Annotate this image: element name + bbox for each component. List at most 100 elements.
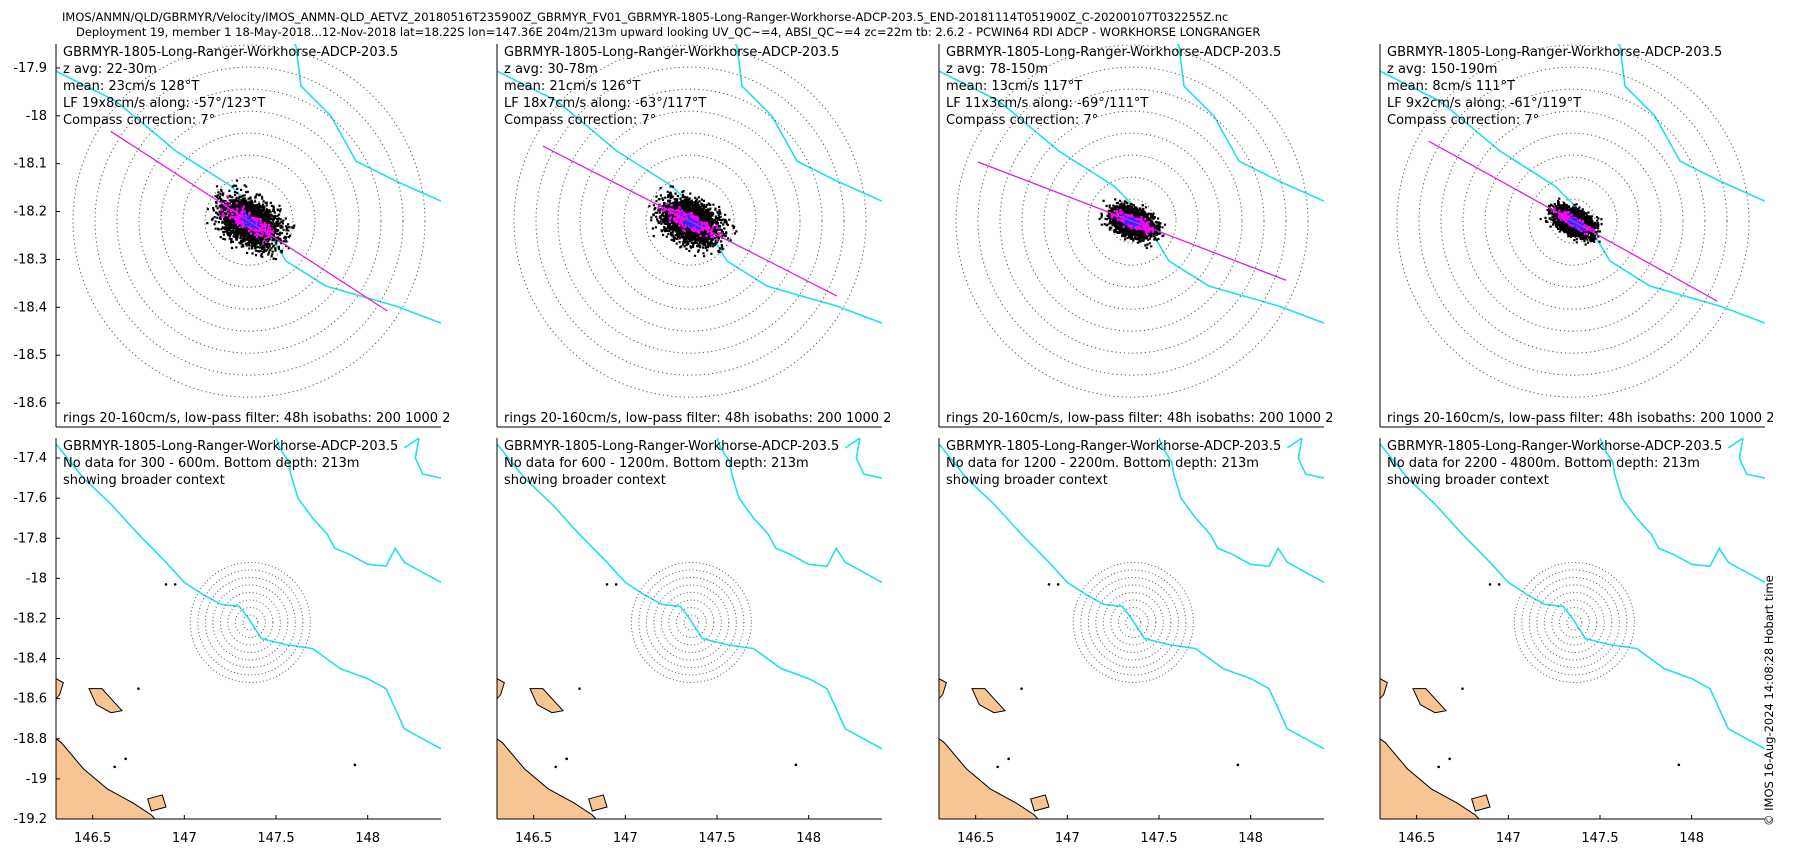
isobath-1000m xyxy=(716,438,882,584)
reef-dot xyxy=(164,583,168,586)
context-ring-160 xyxy=(1513,561,1635,683)
top-y-tick-label: -18.5 xyxy=(13,348,47,363)
reef-dot xyxy=(1448,757,1451,761)
island-magnetic xyxy=(588,794,608,812)
context-ring-140 xyxy=(638,569,745,676)
stats-line-1: z avg: 30-78m xyxy=(504,62,598,77)
x-tick-label: 148 xyxy=(1679,831,1704,846)
x-tick-label: 147.5 xyxy=(1581,831,1618,846)
speed-ring-100 xyxy=(1021,110,1243,332)
speed-ring-20 xyxy=(1109,198,1155,244)
bottom-plot-area xyxy=(1380,438,1765,819)
instrument-label: GBRMYR-1805-Long-Ranger-Workhorse-ADCP-2… xyxy=(63,45,398,60)
reef-dot xyxy=(1677,763,1681,767)
context-ring-40 xyxy=(1558,606,1590,638)
top-y-tick-label: -18.3 xyxy=(13,252,47,267)
context-ring-160 xyxy=(630,561,752,683)
context-ring-120 xyxy=(645,576,737,668)
context-line-1: No data for 300 - 600m. Bottom depth: 21… xyxy=(63,456,359,471)
bottom-panel-3: 146.5 147 147.5 148 GBRMYR-1805-Long-Ranger-… xyxy=(938,438,1324,846)
context-ring-20 xyxy=(1125,614,1142,631)
speed-ring-120 xyxy=(1440,88,1706,354)
instrument-label: GBRMYR-1805-Long-Ranger-Workhorse-ADCP-2… xyxy=(1387,439,1722,454)
isobath-1000m xyxy=(275,438,441,584)
x-tick-label: 147.5 xyxy=(257,831,294,846)
panels-group: GBRMYR-1805-Long-Ranger-Workhorse-ADCP-2… xyxy=(13,44,1773,846)
top-plot-area xyxy=(56,44,441,398)
context-ring-60 xyxy=(1110,599,1157,646)
instrument-label: GBRMYR-1805-Long-Ranger-Workhorse-ADCP-2… xyxy=(63,439,398,454)
top-panel-4: GBRMYR-1805-Long-Ranger-Workhorse-ADCP-2… xyxy=(1379,44,1773,428)
top-y-tick-label: -18.4 xyxy=(13,300,47,315)
speed-ring-120 xyxy=(116,88,382,354)
stats-line-3: LF 11x3cm/s along: -69°/111°T xyxy=(946,96,1148,111)
stats-line-1: z avg: 22-30m xyxy=(63,62,157,77)
instrument-label: GBRMYR-1805-Long-Ranger-Workhorse-ADCP-2… xyxy=(504,439,839,454)
x-tick-label: 146.5 xyxy=(957,831,994,846)
island-magnetic xyxy=(1030,794,1050,812)
x-tick-label: 147 xyxy=(1055,831,1080,846)
bottom-y-tick-label: -17.8 xyxy=(13,531,47,546)
isobath-200m xyxy=(56,443,441,750)
top-y-tick-label: -18.2 xyxy=(13,205,47,220)
stats-line-4: Compass correction: 7° xyxy=(63,113,215,128)
reef-dot xyxy=(1461,687,1464,690)
top-panel-1: GBRMYR-1805-Long-Ranger-Workhorse-ADCP-2… xyxy=(55,44,525,428)
coastline-land xyxy=(497,738,597,819)
reef-dot xyxy=(605,583,609,586)
stats-line-3: LF 19x8cm/s along: -57°/123°T xyxy=(63,96,265,111)
top-plot-area xyxy=(939,44,1324,398)
speed-ring-100 xyxy=(1462,110,1684,332)
context-ring-60 xyxy=(668,599,715,646)
reef-dot xyxy=(1020,687,1023,690)
isobath-200m xyxy=(497,443,882,750)
stats-line-1: z avg: 150-190m xyxy=(1387,62,1497,77)
x-tick-label: 146.5 xyxy=(1398,831,1435,846)
reef-dot xyxy=(1488,583,1492,586)
island-magnetic xyxy=(147,794,167,812)
credit-text: © IMOS 16-Aug-2024 14:08:28 Hobart time xyxy=(1762,575,1776,826)
context-line-2: showing broader context xyxy=(504,473,666,488)
reef-dot xyxy=(554,765,557,769)
context-ring-80 xyxy=(1102,591,1164,653)
island-hinchinbrook xyxy=(88,688,123,714)
speed-ring-140 xyxy=(94,66,404,376)
speed-ring-160 xyxy=(72,44,426,398)
bottom-y-tick-label: -18.4 xyxy=(13,652,47,667)
coastline-land xyxy=(939,738,1039,819)
rings-footer-label: rings 20-160cm/s, low-pass filter: 48h i… xyxy=(504,411,966,426)
island-hinchinbrook xyxy=(1412,688,1447,714)
reef-dot xyxy=(1437,765,1440,769)
x-tick-label: 146.5 xyxy=(515,831,552,846)
major-axis-line xyxy=(110,130,388,312)
figure-title-line1: IMOS/ANMN/QLD/GBRMYR/Velocity/IMOS_ANMN-… xyxy=(62,10,1228,24)
reef-dot xyxy=(173,583,177,586)
stats-line-2: mean: 13cm/s 117°T xyxy=(946,79,1082,94)
island-magnetic xyxy=(1471,794,1491,812)
context-ring-100 xyxy=(653,584,730,661)
major-axis-line xyxy=(542,145,838,297)
coastline-land xyxy=(1380,738,1480,819)
context-line-1: No data for 2200 - 4800m. Bottom depth: … xyxy=(1387,456,1700,471)
speed-ring-160 xyxy=(513,44,867,398)
isobath-2000m xyxy=(403,438,441,479)
stats-line-4: Compass correction: 7° xyxy=(946,113,1098,128)
context-ring-40 xyxy=(675,606,707,638)
rings-footer-label: rings 20-160cm/s, low-pass filter: 48h i… xyxy=(63,411,525,426)
context-ring-140 xyxy=(1521,569,1628,676)
stats-line-2: mean: 23cm/s 128°T xyxy=(63,79,199,94)
isobath-200m xyxy=(1380,443,1765,750)
isobath-1000m xyxy=(1176,44,1324,202)
isobath-1000m xyxy=(293,44,441,202)
context-ring-80 xyxy=(219,591,281,653)
x-tick-label: 147.5 xyxy=(698,831,735,846)
context-ring-100 xyxy=(1536,584,1613,661)
top-panel-3: GBRMYR-1805-Long-Ranger-Workhorse-ADCP-2… xyxy=(938,44,1332,428)
bottom-y-tick-label: -18.2 xyxy=(13,611,47,626)
bottom-y-tick-label: -17.6 xyxy=(13,491,47,506)
bottom-y-tick-label: -18.6 xyxy=(13,692,47,707)
coastline-land xyxy=(56,738,156,819)
speed-ring-160 xyxy=(955,44,1309,398)
context-ring-60 xyxy=(227,599,274,646)
